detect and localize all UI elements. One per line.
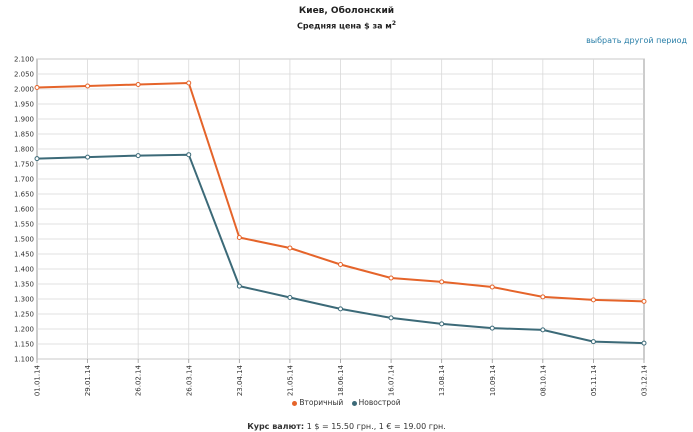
- data-point-new: [287, 295, 293, 300]
- data-point-secondary: [590, 297, 596, 303]
- x-tick-label: 16.07.14: [388, 364, 396, 396]
- y-tick-label: 1.900: [14, 116, 34, 124]
- y-tick-label: 1.800: [14, 146, 34, 154]
- x-tick-label: 10.09.14: [489, 364, 497, 396]
- x-tick-label: 26.02.14: [135, 364, 143, 396]
- legend-label-secondary: Вторичный: [299, 398, 344, 407]
- y-tick-label: 1.850: [14, 131, 34, 139]
- rates-label: Курс валют:: [247, 422, 305, 431]
- x-tick-label: 18.06.14: [337, 364, 345, 396]
- x-tick-label: 13.08.14: [438, 364, 446, 396]
- y-tick-label: 1.450: [14, 251, 34, 259]
- y-tick-label: 1.700: [14, 176, 34, 184]
- rates-text: 1 $ = 15.50 грн., 1 € = 19.00 грн.: [306, 422, 446, 431]
- x-tick-label: 29.01.14: [84, 364, 92, 396]
- x-tick-label: 08.10.14: [539, 364, 547, 396]
- data-point-secondary: [186, 80, 192, 86]
- data-point-new: [338, 306, 343, 312]
- x-tick-label: 26.03.14: [185, 364, 193, 396]
- y-tick-label: 2.100: [14, 56, 34, 64]
- data-point-secondary: [388, 275, 394, 281]
- data-point-secondary: [135, 82, 141, 87]
- data-point-secondary: [34, 85, 40, 90]
- data-point-secondary: [338, 262, 343, 267]
- y-tick-label: 1.200: [14, 326, 34, 334]
- y-tick-label: 1.250: [14, 311, 34, 319]
- data-point-new: [388, 315, 394, 321]
- data-point-new: [540, 327, 546, 333]
- data-point-new: [135, 153, 141, 159]
- y-tick-label: 1.350: [14, 281, 34, 289]
- data-point-new: [85, 154, 91, 160]
- data-point-new: [186, 152, 192, 158]
- y-tick-label: 1.550: [14, 221, 34, 229]
- legend-label-new: Новострой: [358, 398, 401, 407]
- x-tick-label: 05.11.14: [590, 364, 598, 396]
- chart-title: Киев, Оболонский: [298, 6, 395, 16]
- legend-item-secondary[interactable]: Вторичный: [292, 398, 343, 407]
- data-point-new: [236, 283, 242, 289]
- y-tick-label: 1.300: [14, 296, 34, 304]
- chart-legend: Вторичный Новострой: [0, 398, 693, 407]
- choose-period-link[interactable]: выбрать другой период: [586, 36, 687, 45]
- x-tick-label: 01.01.14: [34, 364, 42, 396]
- data-point-new: [489, 325, 495, 331]
- legend-item-new[interactable]: Новострой: [351, 398, 401, 407]
- y-tick-label: 1.150: [14, 341, 34, 349]
- data-point-new: [439, 321, 445, 327]
- x-tick-label: 23.04.14: [236, 364, 244, 396]
- y-tick-label: 1.400: [14, 266, 34, 274]
- data-point-secondary: [236, 235, 242, 240]
- data-point-secondary: [489, 284, 495, 290]
- y-tick-label: 2.000: [14, 86, 34, 94]
- data-point-secondary: [439, 279, 445, 285]
- data-point-secondary: [540, 294, 546, 300]
- data-point-secondary: [85, 83, 91, 89]
- data-point-new: [590, 339, 596, 345]
- data-point-new: [641, 340, 647, 346]
- subtitle-text: Средняя цена $ за м: [296, 21, 392, 31]
- legend-dot-new: [351, 400, 357, 406]
- y-tick-label: 1.750: [14, 161, 34, 169]
- y-tick-label: 2.050: [14, 71, 34, 79]
- subtitle-sup: 2: [391, 20, 397, 27]
- y-tick-label: 1.600: [14, 206, 34, 214]
- y-tick-label: 1.500: [14, 236, 34, 244]
- currency-rates: Курс валют: 1 $ = 15.50 грн., 1 € = 19.0…: [0, 422, 693, 431]
- y-tick-label: 1.100: [14, 356, 34, 364]
- data-point-secondary: [287, 245, 293, 251]
- chart-subtitle: Средняя цена $ за м2: [0, 20, 693, 31]
- x-tick-label: 21.05.14: [286, 364, 294, 396]
- data-point-new: [34, 156, 40, 162]
- y-tick-label: 1.650: [14, 191, 34, 199]
- data-point-secondary: [641, 298, 647, 304]
- x-tick-label: 03.12.14: [641, 364, 649, 396]
- y-tick-label: 1.950: [14, 101, 34, 109]
- legend-dot-secondary: [292, 400, 298, 406]
